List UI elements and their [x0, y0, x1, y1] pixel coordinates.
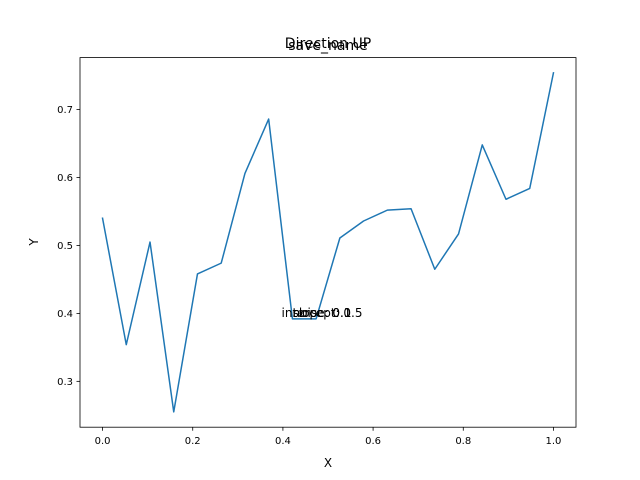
- x-tick-label: 0.2: [185, 436, 201, 447]
- x-tick-label: 0.4: [275, 436, 291, 447]
- x-tick-label: 0.8: [455, 436, 471, 447]
- y-axis-label: Y: [27, 238, 41, 247]
- annotation-noise: noise: 0.1: [293, 306, 352, 320]
- series-layer: [101, 72, 555, 413]
- y-tick-label: 0.3: [57, 377, 73, 388]
- annotation-layer: intercept: 0.5 slope: 0.1 noise: 0.1: [282, 306, 363, 320]
- chart-overlay-title: Direction UP: [285, 36, 371, 52]
- y-tick-label: 0.5: [57, 241, 73, 252]
- ticks-layer: 0.0 0.2 0.4 0.6 0.8 1.0 0.3 0.4 0.5 0.6 0.7: [57, 105, 561, 447]
- series-line: [101, 72, 555, 413]
- x-tick-label: 0.6: [365, 436, 381, 447]
- chart-title: save_name: [288, 38, 367, 54]
- annotation-intercept: intercept: 0.5: [282, 306, 363, 320]
- annotation-slope: slope: 0.1: [293, 306, 352, 320]
- y-tick-label: 0.7: [57, 105, 73, 116]
- x-axis-label: X: [324, 456, 332, 470]
- y-tick-label: 0.4: [57, 309, 73, 320]
- axes-frame: [79, 57, 577, 428]
- x-tick-label: 0.0: [95, 436, 111, 447]
- y-tick-label: 0.6: [57, 173, 73, 184]
- x-tick-label: 1.0: [546, 436, 562, 447]
